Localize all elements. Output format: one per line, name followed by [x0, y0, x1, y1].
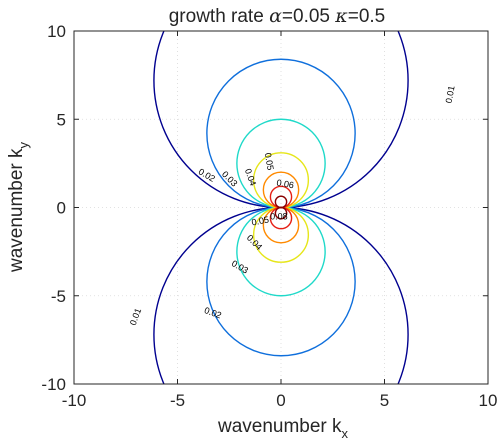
contour-labels: 0.010.02 0.03 0.040.050.060.05 0.080.040.03…: [128, 85, 457, 327]
x-tick-label: 5: [380, 391, 389, 410]
y-axis-label-main: wavenumber k: [6, 148, 27, 273]
contour-label: 0.05: [251, 215, 270, 228]
x-tick-label: 0: [276, 391, 285, 410]
axis-ticks: -10 -5 0 5 10 -10 -5 0 5 10: [41, 22, 497, 410]
contour-label: 0.03: [220, 169, 239, 188]
chart-title: growth rate α=0.05 κ=0.5: [169, 5, 386, 27]
contour-label: 0.01: [128, 307, 143, 327]
contour-label: 0.04: [245, 233, 264, 252]
x-axis-label: wavenumber kx: [217, 416, 349, 441]
contour-label: 0.08: [270, 212, 288, 222]
contour-label: 0.01: [444, 85, 457, 104]
y-axis-label-subscript: y: [16, 141, 31, 148]
y-axis-label: wavenumber ky: [6, 141, 31, 273]
contour-label: 0.02: [197, 166, 217, 183]
x-tick-label: -5: [170, 391, 185, 410]
contour-label: 0.02: [203, 305, 223, 320]
contour-label: 0.06: [276, 177, 295, 190]
y-tick-label: -10: [41, 375, 66, 394]
y-tick-label: 5: [57, 110, 66, 129]
y-tick-label: -5: [51, 287, 66, 306]
x-axis-label-main: wavenumber k: [217, 416, 342, 437]
y-tick-label: 10: [47, 22, 66, 41]
contour-label: 0.05: [263, 152, 276, 171]
contour-upper-0.07: [274, 195, 288, 209]
contour-lines: [153, 31, 409, 384]
contour-lower-0.07: [274, 206, 288, 220]
title-kappa-symbol: κ: [334, 5, 348, 27]
title-alpha-symbol: α: [269, 5, 282, 27]
x-axis-label-subscript: x: [342, 426, 349, 441]
title-prefix: growth rate: [169, 6, 269, 27]
title-alpha-value: =0.05: [282, 6, 335, 27]
y-tick-label: 0: [57, 199, 66, 218]
x-tick-label: 10: [479, 391, 498, 410]
title-kappa-value: =0.5: [348, 6, 386, 27]
contour-lower-0.02: [206, 206, 356, 357]
x-tick-label: -10: [62, 391, 87, 410]
contour-label: 0.03: [230, 258, 250, 275]
